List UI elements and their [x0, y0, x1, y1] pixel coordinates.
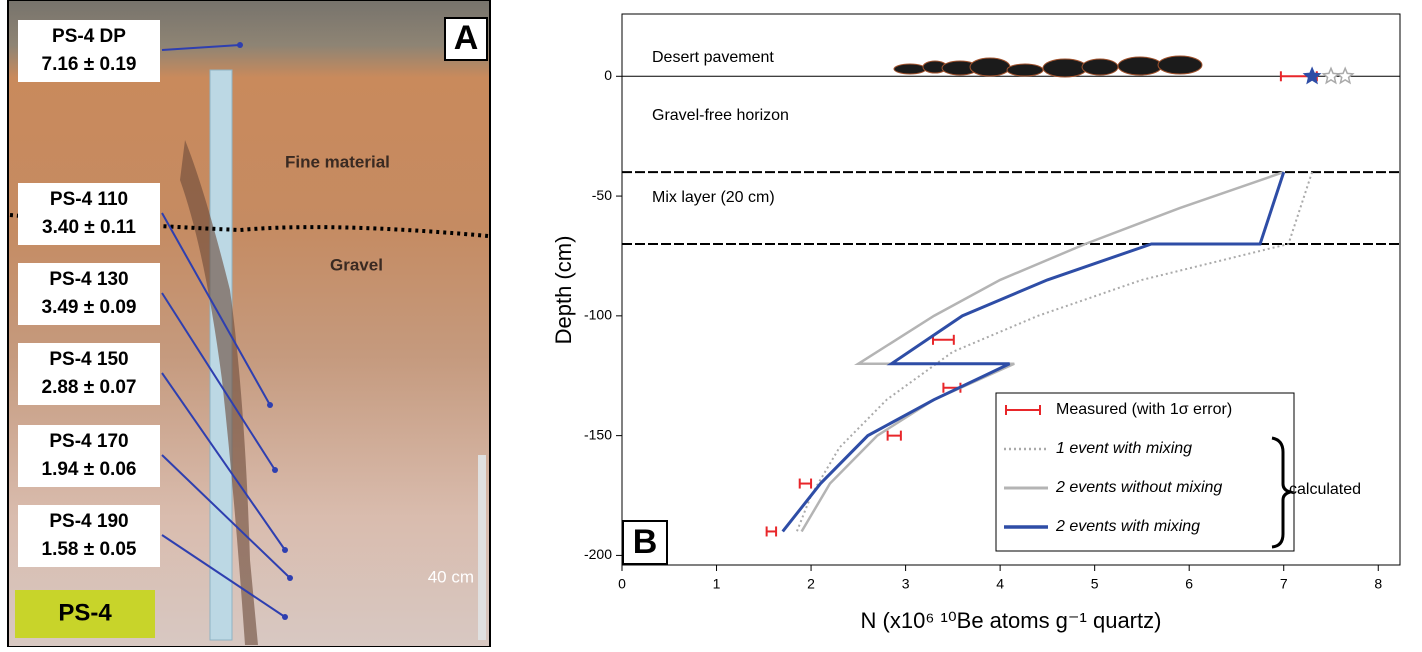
sample-value: 1.94 ± 0.06: [42, 459, 137, 480]
layer-label: Mix layer (20 cm): [652, 189, 775, 206]
site-label: PS-4: [58, 599, 112, 626]
surface-star: [1338, 68, 1353, 82]
legend-label: 2 events without mixing: [1055, 479, 1222, 496]
legend-label: Measured (with 1σ error): [1056, 401, 1232, 418]
error-bar: [800, 479, 811, 489]
sample-name: PS-4 110: [50, 189, 128, 210]
panel-label: B: [633, 523, 658, 561]
panel-label: A: [454, 19, 479, 57]
photo-panel: PS-4 DP 7.16 ± 0.19 PS-4 110 3.40 ± 0.11 PS-…: [8, 0, 490, 647]
legend-label: 1 event with mixing: [1056, 440, 1192, 457]
pebble: [970, 58, 1010, 76]
sample-point: [282, 547, 288, 553]
pebble: [894, 64, 926, 74]
x-tick-label: 3: [902, 576, 910, 592]
x-tick-label: 5: [1091, 576, 1099, 592]
annotation: Fine material: [285, 152, 390, 171]
layer-label: Desert pavement: [652, 49, 774, 66]
x-tick-label: 1: [713, 576, 721, 592]
sample-name: PS-4 DP: [52, 26, 126, 47]
scale-label: 40 cm: [428, 567, 474, 586]
x-axis-label: N (x10⁶ ¹⁰Be atoms g⁻¹ quartz): [861, 608, 1162, 633]
error-bar: [933, 335, 954, 345]
bracket-label: calculated: [1289, 481, 1361, 498]
error-bar: [888, 431, 901, 441]
sample-name: PS-4 190: [49, 511, 128, 532]
annotation: Gravel: [330, 255, 383, 274]
y-tick-label: -150: [584, 426, 612, 442]
x-tick-label: 0: [618, 576, 626, 592]
x-tick-label: 2: [807, 576, 815, 592]
sample-point: [237, 42, 243, 48]
sample-name: PS-4 170: [49, 431, 128, 452]
pebble: [1043, 59, 1087, 77]
legend-label: 2 events with mixing: [1055, 518, 1200, 535]
pebble: [1007, 64, 1043, 76]
layer-label: Gravel-free horizon: [652, 107, 789, 124]
sample-value: 3.49 ± 0.09: [42, 297, 137, 318]
sample-point: [267, 402, 273, 408]
sample-value: 2.88 ± 0.07: [42, 377, 137, 398]
pebble: [1158, 56, 1202, 74]
surface-star: [1323, 68, 1338, 82]
sample-value: 7.16 ± 0.19: [42, 54, 137, 75]
sample-name: PS-4 150: [49, 349, 128, 370]
sample-point: [287, 575, 293, 581]
sample-value: 3.40 ± 0.11: [42, 217, 136, 238]
pebble: [1082, 59, 1118, 75]
sample-name: PS-4 130: [49, 269, 128, 290]
scale-bar: [478, 455, 486, 640]
y-tick-label: -100: [584, 307, 612, 323]
error-bar: [767, 526, 776, 536]
x-tick-label: 7: [1280, 576, 1288, 592]
pebble: [1118, 57, 1162, 75]
x-tick-label: 8: [1374, 576, 1382, 592]
x-tick-label: 6: [1185, 576, 1193, 592]
figure: PS-4 DP 7.16 ± 0.19 PS-4 110 3.40 ± 0.11 PS-…: [0, 0, 1422, 647]
y-axis-label: Depth (cm): [551, 236, 576, 345]
sample-value: 1.58 ± 0.05: [42, 539, 137, 560]
y-tick-label: -50: [592, 187, 612, 203]
y-tick-label: -200: [584, 546, 612, 562]
y-tick-label: 0: [604, 67, 612, 83]
sample-point: [272, 467, 278, 473]
sample-point: [282, 614, 288, 620]
x-tick-label: 4: [996, 576, 1004, 592]
